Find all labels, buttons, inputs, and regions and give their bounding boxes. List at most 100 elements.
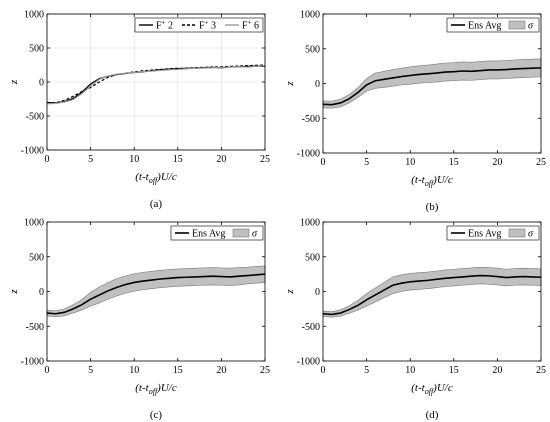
sigma-band — [46, 265, 266, 318]
x-tick-label: 0 — [45, 154, 50, 165]
y-tick-label: -1000 — [21, 357, 44, 368]
legend-superscript: + — [205, 19, 209, 27]
x-tick-label: 10 — [405, 365, 415, 376]
x-tick-label: 0 — [321, 157, 326, 168]
y-tick-label: -1000 — [297, 149, 320, 160]
legend-text: F — [242, 21, 248, 32]
x-tick-label: 5 — [364, 157, 369, 168]
x-axis-label-subscript: off — [149, 387, 159, 396]
y-tick-label: 1000 — [24, 10, 44, 21]
series-line — [46, 65, 266, 104]
legend-entry: F+ 3 — [199, 19, 216, 32]
y-tick-label: -1000 — [297, 357, 320, 368]
y-tick-label: -1000 — [21, 146, 44, 157]
panel-label: (d) — [426, 409, 439, 421]
x-tick-label: 15 — [173, 154, 183, 165]
y-tick-label: -500 — [302, 322, 320, 333]
y-axis-label: z — [284, 81, 296, 87]
y-axis-label: z — [284, 289, 296, 295]
legend-text: F — [199, 21, 205, 32]
legend-box — [134, 17, 264, 33]
x-tick-label: 15 — [449, 157, 459, 168]
legend-text: 6 — [252, 21, 260, 32]
y-tick-label: 500 — [29, 44, 44, 55]
x-axis-label-subscript: off — [425, 387, 435, 396]
x-tick-label: 10 — [129, 365, 139, 376]
legend-superscript: + — [248, 19, 252, 27]
x-axis-label-part: (t-t — [135, 382, 149, 394]
y-tick-label: -500 — [26, 322, 44, 333]
x-tick-label: 25 — [536, 157, 546, 168]
x-axis-label: (t-toff)U/c — [135, 382, 177, 396]
sigma-band — [322, 266, 542, 318]
series-line — [322, 274, 542, 316]
y-tick-label: 1000 — [300, 10, 320, 21]
x-axis-label-part: (t-t — [411, 382, 425, 394]
series-line — [46, 65, 266, 105]
y-tick-label: 500 — [29, 252, 44, 263]
axes-frame — [46, 221, 266, 362]
legend-entry: σ — [528, 229, 534, 240]
x-tick-label: 20 — [216, 154, 226, 165]
x-tick-label: 10 — [129, 154, 139, 165]
x-axis-label-part: )U/c — [156, 382, 177, 394]
x-tick-label: 5 — [88, 365, 93, 376]
y-tick-label: 0 — [39, 287, 44, 298]
legend-entry: Ens Avg — [468, 229, 501, 240]
x-tick-label: 0 — [321, 365, 326, 376]
x-axis-label-part: (t-t — [411, 174, 425, 186]
series-line — [322, 67, 542, 106]
panel-label: (c) — [150, 409, 163, 421]
x-tick-label: 20 — [492, 365, 502, 376]
x-tick-label: 20 — [492, 157, 502, 168]
series-line — [46, 273, 266, 315]
y-tick-label: -500 — [26, 112, 44, 123]
panel-a: 0 5 10 15 20 25 -1000 -500 0 500 1000 (t-toff)U/c z (… — [8, 10, 270, 211]
legend-text: 3 — [209, 21, 217, 32]
legend-superscript: + — [162, 19, 166, 27]
axes-frame — [322, 13, 542, 154]
x-tick-label: 20 — [216, 365, 226, 376]
y-tick-label: -500 — [302, 114, 320, 125]
x-axis-label: (t-toff)U/c — [135, 171, 177, 185]
x-tick-label: 25 — [260, 154, 270, 165]
x-axis-label-subscript: off — [149, 176, 159, 185]
x-tick-label: 5 — [364, 365, 369, 376]
y-tick-label: 0 — [315, 79, 320, 90]
legend-text: F — [156, 21, 162, 32]
x-tick-label: 15 — [449, 365, 459, 376]
x-tick-label: 15 — [173, 365, 183, 376]
panel-label: (b) — [426, 201, 439, 213]
x-axis-label-part: )U/c — [432, 382, 453, 394]
legend-text: 2 — [166, 21, 174, 32]
x-axis-label-part: )U/c — [156, 171, 177, 183]
series-line — [46, 64, 266, 104]
y-tick-label: 0 — [315, 287, 320, 298]
x-tick-label: 25 — [260, 365, 270, 376]
y-tick-label: 0 — [39, 78, 44, 89]
legend-entry: F+ 6 — [242, 19, 259, 32]
legend-entry: Ens Avg — [192, 229, 225, 240]
x-tick-label: 5 — [88, 154, 93, 165]
x-tick-label: 0 — [45, 365, 50, 376]
panel-label: (a) — [150, 198, 163, 210]
y-axis-label: z — [8, 289, 20, 295]
x-tick-label: 10 — [405, 157, 415, 168]
y-axis-label: z — [8, 79, 20, 85]
x-axis-label: (t-toff)U/c — [411, 174, 453, 188]
y-tick-label: 1000 — [300, 218, 320, 229]
legend-entry: σ — [528, 21, 534, 32]
axes-frame — [322, 221, 542, 362]
panel-c: 0 5 10 15 20 25 -1000 -500 0 500 1000 (t-toff)U/c z (… — [8, 218, 270, 422]
x-axis-label: (t-toff)U/c — [411, 382, 453, 396]
legend-entry: Ens Avg — [468, 21, 501, 32]
y-tick-label: 1000 — [24, 218, 44, 229]
x-axis-label-subscript: off — [425, 179, 435, 188]
x-axis-label-part: )U/c — [432, 174, 453, 186]
legend-band-swatch — [508, 228, 526, 238]
y-tick-label: 500 — [305, 44, 320, 55]
panel-b: 0 5 10 15 20 25 -1000 -500 0 500 1000 (t-toff)U/c z (… — [284, 10, 546, 214]
sigma-band — [322, 58, 542, 109]
legend-band-swatch — [508, 20, 526, 30]
